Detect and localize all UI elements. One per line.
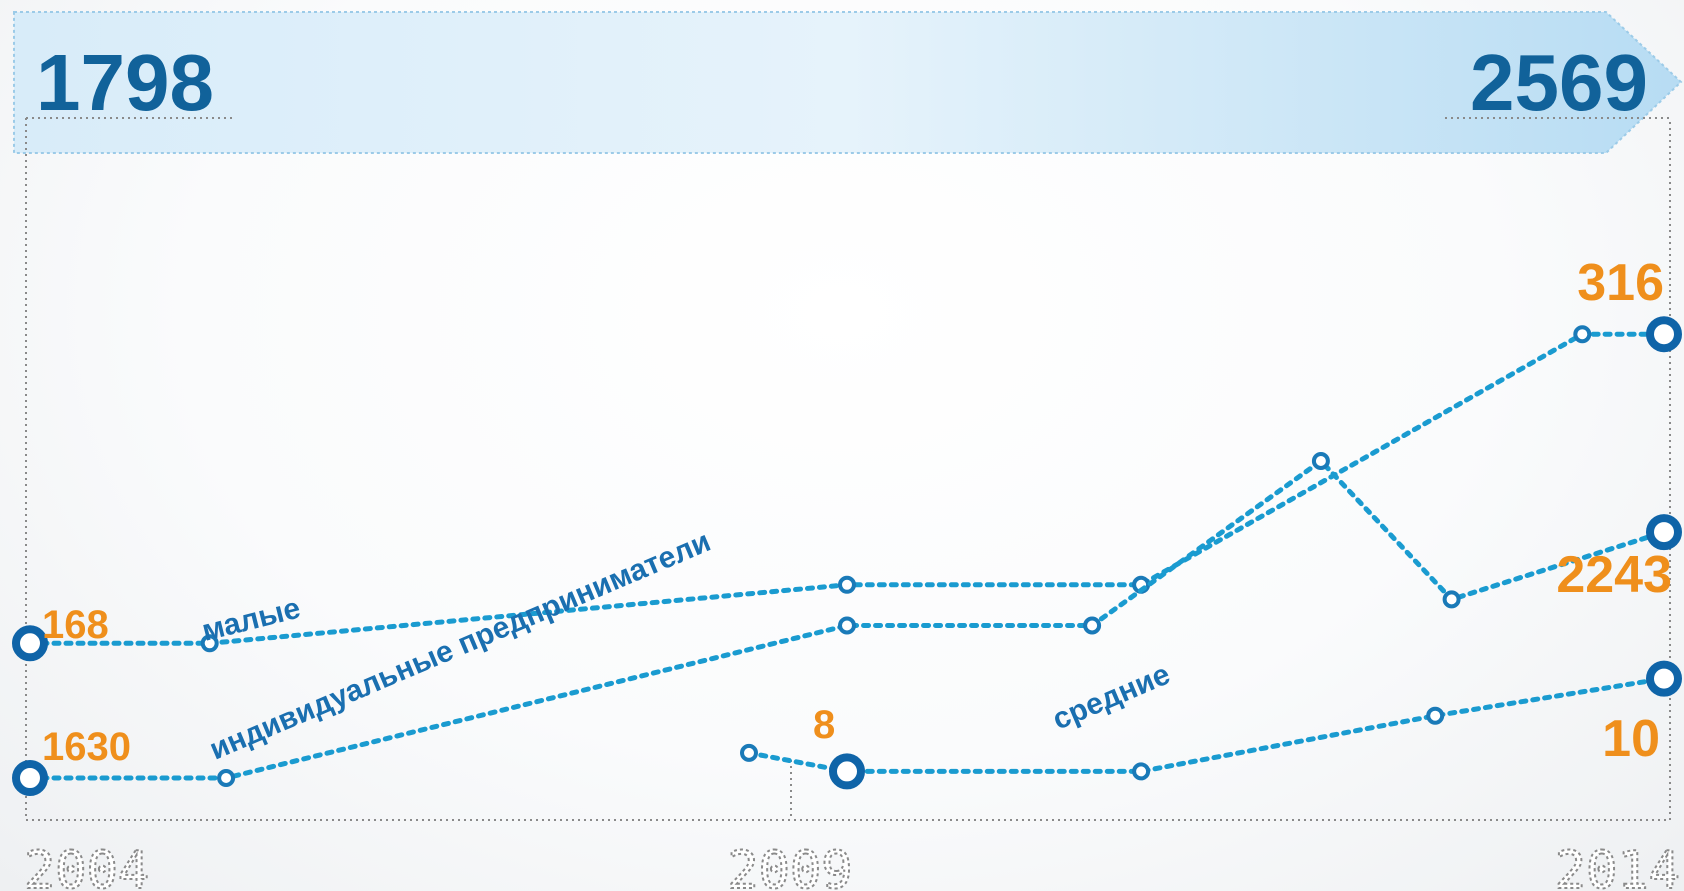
series-line-malye <box>27 331 1667 646</box>
total-end: 2569 <box>1470 38 1648 127</box>
data-point-srednie-0 <box>740 743 758 762</box>
malye-start-label: 168 <box>42 603 109 647</box>
ip-end-label: 2243 <box>1556 546 1672 604</box>
ip-start-label: 1630 <box>42 725 131 769</box>
ip-series-label: индивидуальные предприниматели <box>205 525 715 767</box>
data-point-ip-6 <box>1646 514 1682 551</box>
data-point-srednie-3 <box>1426 706 1445 725</box>
srednie-mid-label: 8 <box>813 703 835 747</box>
series-srednie <box>740 660 1682 790</box>
data-point-srednie-1 <box>829 753 865 790</box>
data-point-srednie-4 <box>1646 660 1682 697</box>
srednie-end-label: 10 <box>1602 710 1660 768</box>
data-point-malye-5 <box>1646 316 1682 353</box>
data-point-ip-1 <box>217 769 236 787</box>
data-point-malye-4 <box>1573 325 1592 344</box>
data-point-malye-2 <box>838 575 856 594</box>
data-point-srednie-2 <box>1132 762 1151 781</box>
data-point-malye-1 <box>200 634 219 653</box>
x-tick-2004: 2004 <box>24 841 149 891</box>
data-point-malye-0 <box>12 625 48 662</box>
chart-frame <box>25 118 1671 821</box>
x-tick-2014: 2014 <box>1555 841 1680 891</box>
series-ip <box>12 452 1682 796</box>
data-point-ip-0 <box>12 760 48 796</box>
header-banner-arrow <box>13 11 1683 154</box>
x-tick-2009: 2009 <box>727 841 852 891</box>
srednie-series-label: средние <box>1048 658 1175 737</box>
malye-end-label: 316 <box>1577 254 1664 312</box>
data-point-ip-5 <box>1442 590 1461 609</box>
data-point-ip-3 <box>1083 616 1102 635</box>
data-point-ip-4 <box>1311 452 1330 470</box>
series-line-srednie <box>746 676 1667 774</box>
total-start: 1798 <box>36 38 214 127</box>
data-point-ip-2 <box>838 616 856 635</box>
